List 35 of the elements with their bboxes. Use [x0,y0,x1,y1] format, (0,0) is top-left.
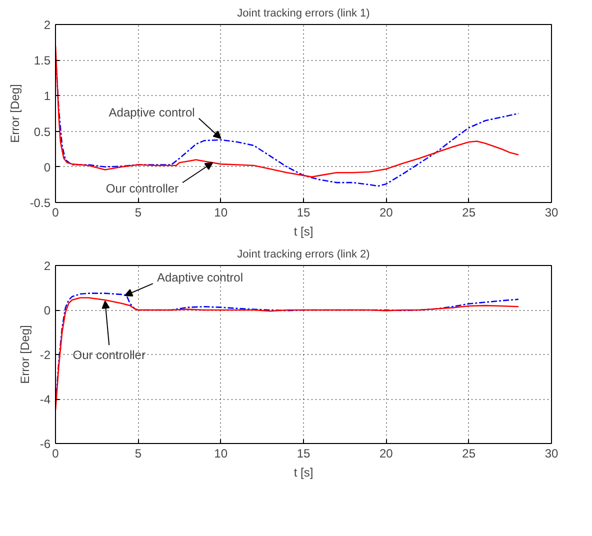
y-tick-label: 1.5 [34,54,51,68]
x-tick-label: 0 [52,206,60,220]
y-axis-title: Error [Deg] [8,84,22,143]
y-tick-label: 0 [44,304,51,318]
x-tick-label: 30 [544,206,558,220]
x-tick-label: 20 [379,446,394,460]
x-tick-label: 5 [134,446,142,460]
annotation: Our controller [72,348,146,362]
y-tick-label: -4 [40,392,51,406]
y-tick-label: 2 [44,18,51,32]
chart-title: Joint tracking errors (link 1) [237,8,370,20]
x-tick-label: 25 [462,446,476,460]
x-axis-title: t [s] [294,224,314,238]
y-tick-label: 2 [44,259,51,273]
chart-title: Joint tracking errors (link 2) [237,248,370,260]
y-tick-label: -2 [40,348,51,362]
y-tick-label: -6 [40,437,51,451]
x-tick-label: 5 [134,206,142,220]
x-tick-label: 25 [462,206,476,220]
y-axis-title: Error [Deg] [18,325,32,384]
y-tick-label: 0.5 [34,124,51,139]
y-tick-label: -0.5 [30,196,51,210]
y-tick-label: 0 [44,160,51,174]
annotation: Adaptive control [156,270,244,285]
x-tick-label: 15 [296,206,310,220]
x-tick-label: 0 [52,446,60,460]
x-axis-title: t [s] [294,466,314,480]
y-tick-label: 1 [44,89,51,104]
x-tick-label: 15 [296,446,310,460]
x-tick-label: 20 [379,206,394,220]
annotation: Adaptive control [108,105,195,120]
annotation: Our controller [106,182,179,196]
x-tick-label: 30 [544,446,558,460]
x-tick-label: 10 [214,206,228,220]
x-tick-label: 10 [214,446,228,460]
